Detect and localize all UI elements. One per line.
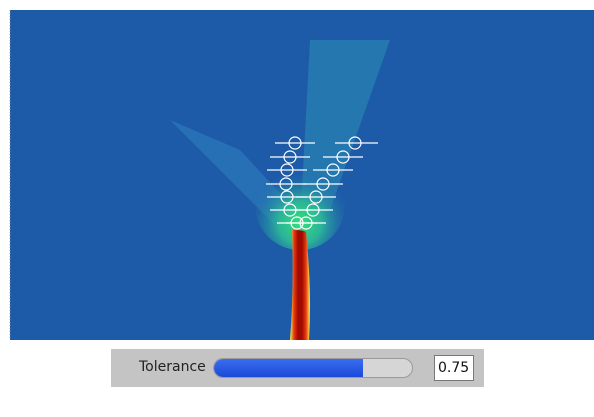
markers <box>266 136 378 230</box>
heatmap <box>9 10 594 340</box>
slider-fill <box>214 359 363 377</box>
tolerance-label: Tolerance <box>139 359 206 375</box>
tolerance-value[interactable]: 0.75 <box>434 355 474 381</box>
signal-band <box>290 230 310 340</box>
tolerance-panel: Tolerance 0.75 <box>111 349 484 387</box>
plume-core <box>255 160 345 250</box>
tolerance-slider[interactable] <box>213 358 413 378</box>
